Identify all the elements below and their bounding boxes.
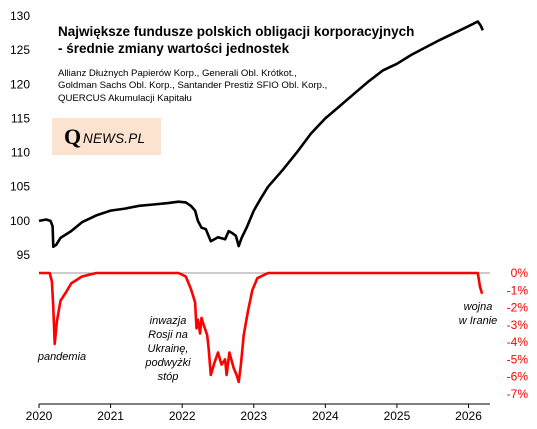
subtitle-line1: Allianz Dłużnych Papierów Korp., General… — [58, 68, 297, 79]
y-tick-label: 95 — [17, 248, 31, 262]
x-tick-label: 2025 — [384, 409, 411, 423]
chart-subtitle: Allianz Dłużnych Papierów Korp., General… — [58, 68, 348, 105]
x-axis: 2020 2021 2022 2023 2024 2025 2026 — [26, 403, 490, 423]
y-tick-label: 120 — [10, 77, 30, 91]
logo-text: NEWS.PL — [83, 131, 146, 146]
chart-title-line2: - średnie zmiany wartości jednostek — [58, 41, 290, 56]
y2-tick-label: -2% — [507, 301, 529, 315]
series-layer — [38, 20, 484, 384]
y2-tick-label: -7% — [507, 387, 529, 401]
chart-title-line1: Największe fundusze polskich obligacji k… — [58, 24, 415, 39]
annotation-wojna-line2: w Iranie — [458, 315, 498, 327]
y-tick-label: 115 — [11, 111, 30, 125]
subtitle-line3: QUERCUS Akumulacji Kapitału — [58, 92, 192, 104]
y2-tick-label: -3% — [507, 318, 529, 332]
drawdown-axis: 0% -1% -2% -3% -4% -5% -6% -7% — [39, 266, 528, 401]
y2-tick-label: -5% — [507, 352, 529, 366]
x-tick-label: 2021 — [97, 409, 124, 423]
logo-letter-q: Q — [64, 124, 82, 149]
x-tick-label: 2022 — [169, 409, 196, 423]
x-tick-label: 2026 — [455, 409, 482, 423]
annotation-wojna: wojna w Iranie — [448, 300, 508, 328]
annotation-inwazja-line3: Ukrainę, — [147, 343, 189, 355]
y2-tick-label: 0% — [511, 266, 529, 280]
y-tick-label: 125 — [10, 43, 30, 57]
y2-tick-label: -4% — [507, 335, 529, 349]
annotation-inwazja-line4: podwyżki — [145, 357, 191, 369]
y2-tick-label: -6% — [507, 370, 529, 384]
qnews-logo: Q NEWS.PL — [52, 118, 161, 155]
annotation-pandemia-text: pandemia — [37, 351, 87, 363]
chart-title: Największe fundusze polskich obligacji k… — [58, 23, 438, 57]
x-tick-label: 2023 — [240, 409, 267, 423]
annotation-pandemia: pandemia — [27, 350, 97, 364]
x-tick-label: 2024 — [312, 409, 339, 423]
y-tick-label: 100 — [10, 214, 30, 228]
annotation-inwazja-line1: inwazja — [149, 315, 187, 327]
y-tick-label: 105 — [10, 180, 30, 194]
subtitle-line2: Goldman Sachs Obl. Korp., Santander Pres… — [58, 80, 328, 92]
y-tick-label: 110 — [11, 146, 30, 160]
annotation-wojna-line1: wojna — [463, 301, 493, 313]
annotation-inwazja-line5: stóp — [157, 371, 179, 383]
drawdown-series-line — [39, 271, 484, 384]
annotation-inwazja-line2: Rosji na — [148, 329, 188, 341]
index-axis: 95 100 105 110 115 120 125 130 — [10, 9, 30, 262]
x-tick-label: 2020 — [26, 409, 53, 423]
index-series-line — [38, 20, 484, 249]
y-tick-label: 130 — [10, 9, 30, 23]
y2-tick-label: -1% — [507, 283, 529, 297]
annotation-inwazja: inwazja Rosji na Ukrainę, podwyżki stóp — [130, 314, 206, 384]
